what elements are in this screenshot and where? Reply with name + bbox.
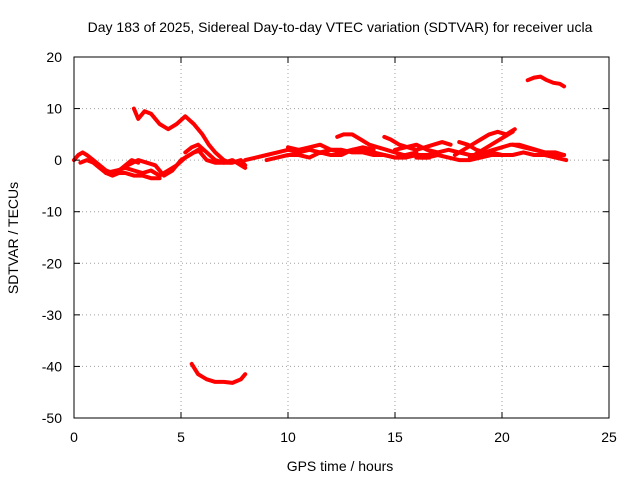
x-tick-label: 10 [280,429,296,445]
x-tick-label: 15 [387,429,403,445]
x-tick-label: 20 [494,429,510,445]
grid [74,57,609,418]
tick-labels: 0 5 10 15 20 25 -50 -40 -30 -20 -10 0 10 20 [42,49,617,445]
data-series [72,74,569,385]
y-tick-label: 20 [46,49,62,65]
chart-title: Day 183 of 2025, Sidereal Day-to-day VTE… [88,19,593,35]
series-line-arc-12 [382,134,453,152]
y-tick-label: 0 [54,152,62,168]
x-tick-label: 25 [601,429,617,445]
series-line-arc-11 [335,132,432,160]
tick-marks [73,56,610,419]
y-tick-label: -50 [42,410,62,426]
series-line-arc-10 [286,142,376,155]
x-tick-label: 5 [177,429,185,445]
y-tick-label: -40 [42,358,62,374]
series-line-arc-14 [414,150,569,163]
y-tick-label: -20 [42,255,62,271]
series-line-arc-4 [131,106,233,165]
y-axis-label: SDTVAR / TECUs [5,182,21,294]
series-line-arc-18 [510,142,567,157]
series-line-arc-17 [467,129,515,160]
series-line-arc-16 [452,127,517,157]
series-line-arc-7 [189,361,248,385]
series-line-arc-8 [243,147,440,163]
series-line-arc-2 [78,158,162,181]
y-tick-label: -30 [42,307,62,323]
plot-frame [73,56,610,419]
y-tick-label: 10 [46,101,62,117]
series-line-arc-9 [264,147,419,163]
x-axis-label: GPS time / hours [287,458,394,474]
series-line-arc-6 [183,142,248,168]
x-tick-label: 0 [70,429,78,445]
series-line-arc-19 [525,74,567,89]
y-tick-label: -10 [42,204,62,220]
